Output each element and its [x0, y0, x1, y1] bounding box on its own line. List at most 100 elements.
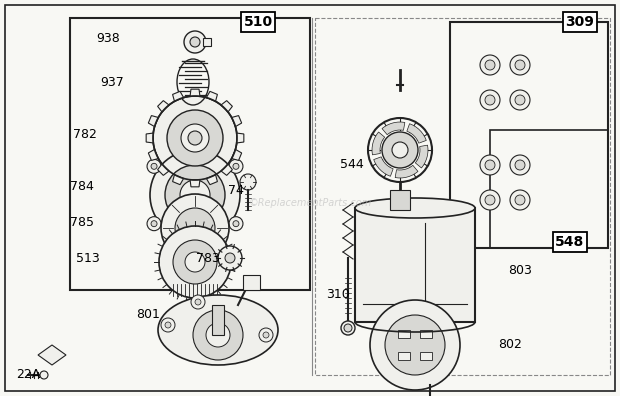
- Text: 782: 782: [73, 128, 97, 141]
- Polygon shape: [206, 175, 218, 185]
- Circle shape: [185, 252, 205, 272]
- Circle shape: [240, 174, 256, 190]
- Text: 74: 74: [228, 183, 244, 196]
- Polygon shape: [232, 149, 242, 160]
- Circle shape: [161, 318, 175, 332]
- Text: 544: 544: [340, 158, 364, 171]
- Bar: [315, 18, 610, 375]
- Circle shape: [165, 165, 225, 225]
- Circle shape: [344, 324, 352, 332]
- Circle shape: [173, 240, 217, 284]
- Polygon shape: [372, 132, 384, 155]
- Circle shape: [515, 60, 525, 70]
- Circle shape: [515, 95, 525, 105]
- Circle shape: [151, 221, 157, 227]
- Bar: [399, 330, 410, 339]
- Text: 510: 510: [244, 15, 273, 29]
- Bar: [399, 352, 410, 360]
- Circle shape: [259, 328, 273, 342]
- Polygon shape: [172, 91, 184, 101]
- Polygon shape: [382, 122, 405, 135]
- Polygon shape: [395, 165, 418, 178]
- Circle shape: [151, 163, 157, 169]
- Circle shape: [181, 124, 209, 152]
- Circle shape: [385, 315, 445, 375]
- Polygon shape: [157, 164, 169, 175]
- Circle shape: [159, 226, 231, 298]
- Bar: [355, 208, 475, 322]
- Text: 513: 513: [76, 251, 100, 265]
- Polygon shape: [374, 157, 393, 176]
- Text: 783: 783: [196, 251, 220, 265]
- Circle shape: [153, 96, 237, 180]
- Circle shape: [480, 155, 500, 175]
- Circle shape: [392, 142, 408, 158]
- Circle shape: [263, 332, 269, 338]
- Circle shape: [147, 159, 161, 173]
- Circle shape: [510, 90, 530, 110]
- Polygon shape: [172, 175, 184, 185]
- Circle shape: [180, 180, 210, 210]
- Circle shape: [184, 31, 206, 53]
- Polygon shape: [206, 91, 218, 101]
- Text: 802: 802: [498, 339, 522, 352]
- Polygon shape: [38, 345, 66, 365]
- Circle shape: [485, 60, 495, 70]
- Bar: [70, 18, 310, 290]
- Circle shape: [206, 323, 230, 347]
- Circle shape: [190, 37, 200, 47]
- Circle shape: [165, 322, 171, 328]
- Polygon shape: [407, 124, 427, 143]
- Bar: [212, 305, 224, 335]
- Text: 22A: 22A: [16, 369, 40, 381]
- Polygon shape: [415, 145, 428, 168]
- Circle shape: [510, 190, 530, 210]
- Text: 310: 310: [326, 289, 350, 301]
- Polygon shape: [190, 180, 200, 187]
- Circle shape: [147, 217, 161, 231]
- Text: 309: 309: [565, 15, 595, 29]
- Circle shape: [229, 217, 243, 231]
- Polygon shape: [232, 116, 242, 127]
- Circle shape: [188, 131, 202, 145]
- Circle shape: [161, 194, 229, 262]
- Circle shape: [341, 321, 355, 335]
- Bar: [450, 22, 608, 248]
- Circle shape: [167, 110, 223, 166]
- Circle shape: [485, 160, 495, 170]
- Bar: [420, 352, 432, 360]
- Circle shape: [510, 55, 530, 75]
- Bar: [243, 275, 260, 290]
- Polygon shape: [190, 89, 200, 96]
- Circle shape: [193, 310, 243, 360]
- Circle shape: [225, 253, 235, 263]
- Circle shape: [370, 300, 460, 390]
- Bar: [390, 190, 410, 210]
- Bar: [490, 130, 608, 248]
- Polygon shape: [157, 101, 169, 112]
- Circle shape: [195, 299, 201, 305]
- Text: 937: 937: [100, 76, 124, 88]
- Circle shape: [485, 95, 495, 105]
- Circle shape: [229, 159, 243, 173]
- Bar: [203, 38, 211, 46]
- Circle shape: [40, 371, 48, 379]
- Text: ©ReplacementParts.com: ©ReplacementParts.com: [249, 198, 371, 208]
- Bar: [420, 330, 432, 339]
- Text: 548: 548: [556, 235, 585, 249]
- Circle shape: [218, 246, 242, 270]
- Ellipse shape: [158, 295, 278, 365]
- Circle shape: [382, 132, 418, 168]
- Polygon shape: [221, 101, 232, 112]
- Circle shape: [510, 155, 530, 175]
- Circle shape: [233, 163, 239, 169]
- Text: 803: 803: [508, 263, 532, 276]
- Circle shape: [515, 160, 525, 170]
- Polygon shape: [221, 164, 232, 175]
- Text: 938: 938: [96, 32, 120, 44]
- Text: 784: 784: [70, 179, 94, 192]
- Circle shape: [515, 195, 525, 205]
- Polygon shape: [146, 133, 153, 143]
- Polygon shape: [148, 116, 158, 127]
- Polygon shape: [148, 149, 158, 160]
